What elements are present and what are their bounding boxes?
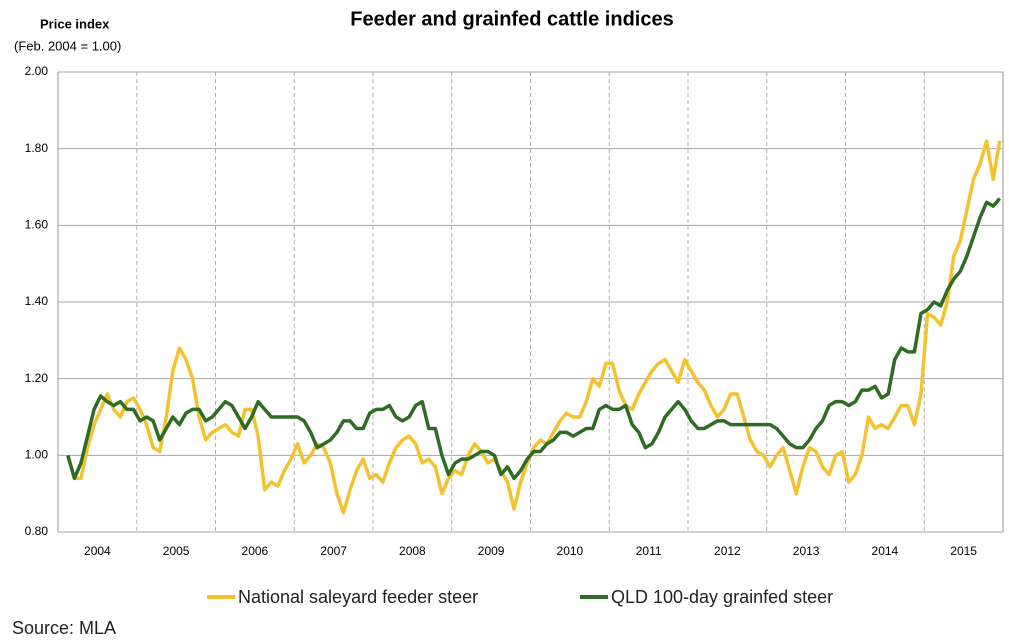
x-tick-label: 2004 (84, 544, 111, 558)
x-tick-label: 2015 (950, 544, 977, 558)
x-tick-label: 2013 (793, 544, 820, 558)
x-tick-label: 2012 (714, 544, 741, 558)
legend-label: National saleyard feeder steer (238, 587, 478, 607)
y-tick-label: 2.00 (25, 64, 49, 78)
x-tick-label: 2007 (320, 544, 347, 558)
x-tick-label: 2008 (399, 544, 426, 558)
y-tick-label: 1.20 (25, 371, 49, 385)
x-tick-label: 2009 (478, 544, 505, 558)
source: Source: MLA (12, 618, 116, 638)
y-tick-label: 1.60 (25, 218, 49, 232)
x-tick-label: 2005 (163, 544, 190, 558)
series-line (66, 139, 1002, 515)
y-tick-label: 1.80 (25, 141, 49, 155)
y-axis-label: Price index (40, 16, 110, 31)
y-tick-label: 1.40 (25, 294, 49, 308)
y-tick-label: 1.00 (25, 448, 49, 462)
x-tick-label: 2006 (242, 544, 269, 558)
legend-label: QLD 100-day grainfed steer (611, 587, 833, 607)
y-tick-label: 0.80 (25, 524, 49, 538)
series-line (66, 197, 1002, 481)
chart-title: Feeder and grainfed cattle indices (350, 8, 673, 30)
x-tick-label: 2011 (636, 544, 662, 558)
x-tick-label: 2014 (872, 544, 899, 558)
x-tick-label: 2010 (557, 544, 584, 558)
y-axis-note: (Feb. 2004 = 1.00) (14, 38, 121, 53)
